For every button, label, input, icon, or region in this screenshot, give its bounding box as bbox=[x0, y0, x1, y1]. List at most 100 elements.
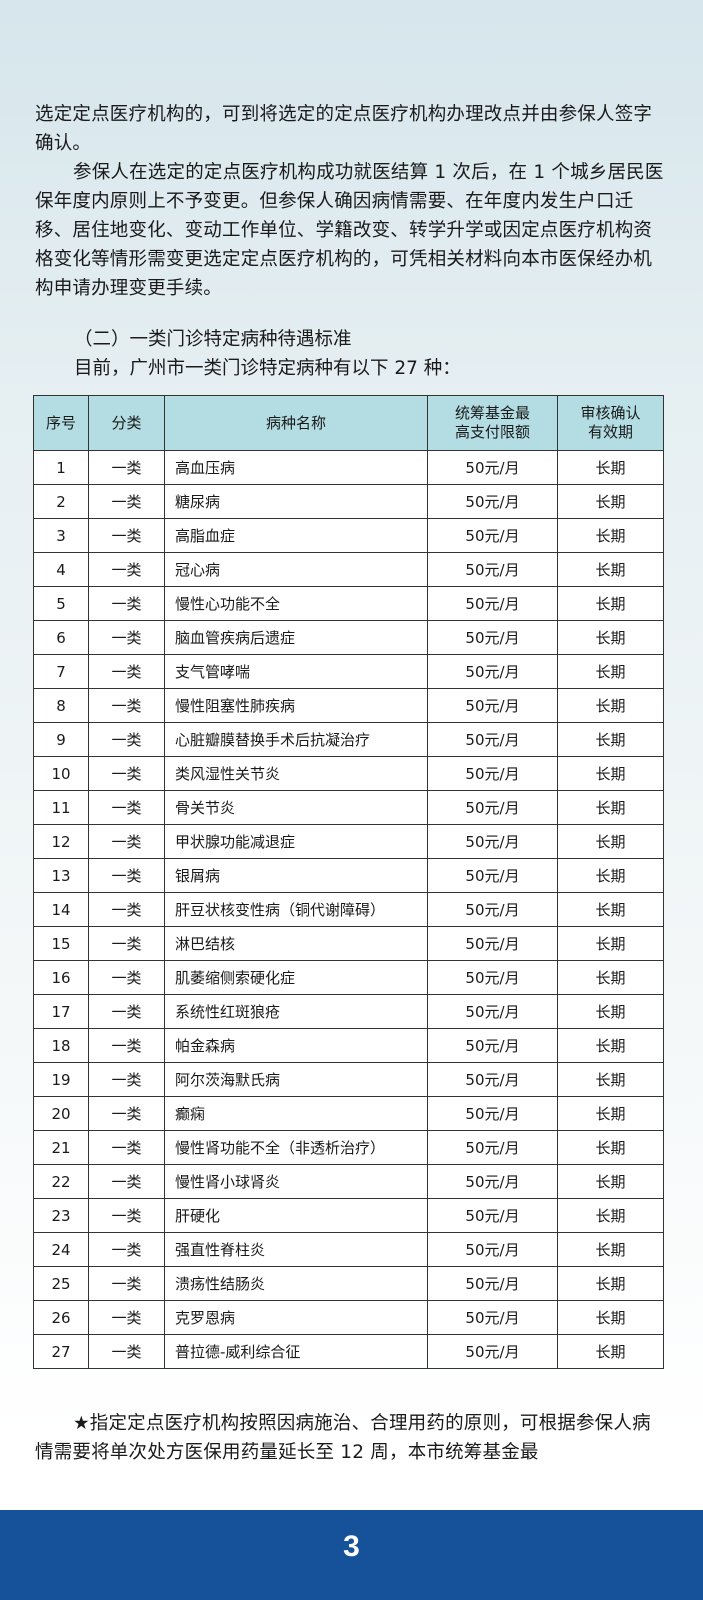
table-row: 18 一类 帕金森病 50元/月 长期 bbox=[33, 1028, 664, 1063]
cell-index: 26 bbox=[33, 1300, 89, 1335]
cell-index: 12 bbox=[33, 824, 89, 859]
cell-disease-name: 阿尔茨海默氏病 bbox=[164, 1062, 428, 1097]
cell-index: 16 bbox=[33, 960, 89, 995]
header-col-disease-name: 病种名称 bbox=[164, 395, 428, 451]
cell-validity: 长期 bbox=[557, 960, 664, 995]
cell-payment-limit: 50元/月 bbox=[427, 654, 558, 689]
cell-category: 一类 bbox=[88, 1164, 165, 1199]
cell-index: 24 bbox=[33, 1232, 89, 1267]
cell-validity: 长期 bbox=[557, 926, 664, 961]
table-row: 14 一类 肝豆状核变性病（铜代谢障碍） 50元/月 长期 bbox=[33, 892, 664, 927]
cell-validity: 长期 bbox=[557, 858, 664, 893]
cell-index: 2 bbox=[33, 484, 89, 519]
cell-category: 一类 bbox=[88, 1096, 165, 1131]
cell-validity: 长期 bbox=[557, 654, 664, 689]
footer-bar bbox=[0, 1510, 703, 1600]
cell-validity: 长期 bbox=[557, 1096, 664, 1131]
cell-payment-limit: 50元/月 bbox=[427, 926, 558, 961]
cell-payment-limit: 50元/月 bbox=[427, 518, 558, 553]
table-row: 27 一类 普拉德-威利综合征 50元/月 长期 bbox=[33, 1334, 664, 1369]
cell-payment-limit: 50元/月 bbox=[427, 824, 558, 859]
cell-payment-limit: 50元/月 bbox=[427, 620, 558, 655]
cell-category: 一类 bbox=[88, 790, 165, 825]
cell-payment-limit: 50元/月 bbox=[427, 688, 558, 723]
cell-category: 一类 bbox=[88, 858, 165, 893]
cell-disease-name: 肝豆状核变性病（铜代谢障碍） bbox=[164, 892, 428, 927]
table-row: 26 一类 克罗恩病 50元/月 长期 bbox=[33, 1300, 664, 1335]
cell-disease-name: 骨关节炎 bbox=[164, 790, 428, 825]
cell-payment-limit: 50元/月 bbox=[427, 892, 558, 927]
cell-index: 20 bbox=[33, 1096, 89, 1131]
cell-validity: 长期 bbox=[557, 756, 664, 791]
cell-payment-limit: 50元/月 bbox=[427, 756, 558, 791]
table-row: 21 一类 慢性肾功能不全（非透析治疗） 50元/月 长期 bbox=[33, 1130, 664, 1165]
cell-validity: 长期 bbox=[557, 1130, 664, 1165]
cell-validity: 长期 bbox=[557, 824, 664, 859]
cell-validity: 长期 bbox=[557, 688, 664, 723]
table-row: 13 一类 银屑病 50元/月 长期 bbox=[33, 858, 664, 893]
cell-validity: 长期 bbox=[557, 1028, 664, 1063]
section-heading: （二）一类门诊特定病种待遇标准 bbox=[74, 329, 352, 350]
cell-index: 6 bbox=[33, 620, 89, 655]
cell-index: 25 bbox=[33, 1266, 89, 1301]
cell-category: 一类 bbox=[88, 1266, 165, 1301]
cell-payment-limit: 50元/月 bbox=[427, 1266, 558, 1301]
cell-index: 8 bbox=[33, 688, 89, 723]
cell-index: 4 bbox=[33, 552, 89, 587]
cell-disease-name: 甲状腺功能减退症 bbox=[164, 824, 428, 859]
section-intro: 目前，广州市一类门诊特定病种有以下 27 种： bbox=[74, 358, 461, 379]
cell-category: 一类 bbox=[88, 824, 165, 859]
cell-category: 一类 bbox=[88, 1062, 165, 1097]
cell-validity: 长期 bbox=[557, 790, 664, 825]
table-row: 5 一类 慢性心功能不全 50元/月 长期 bbox=[33, 586, 664, 621]
cell-category: 一类 bbox=[88, 552, 165, 587]
cell-disease-name: 冠心病 bbox=[164, 552, 428, 587]
cell-payment-limit: 50元/月 bbox=[427, 552, 558, 587]
disease-table: 序号 分类 病种名称 统筹基金最高支付限额 审核确认有效期 1 一类 高血压病 50元/月 长期… bbox=[33, 395, 664, 1369]
cell-disease-name: 系统性红斑狼疮 bbox=[164, 994, 428, 1029]
cell-disease-name: 普拉德-威利综合征 bbox=[164, 1334, 428, 1369]
cell-payment-limit: 50元/月 bbox=[427, 722, 558, 757]
cell-disease-name: 癫痫 bbox=[164, 1096, 428, 1131]
cell-category: 一类 bbox=[88, 756, 165, 791]
table-row: 3 一类 高脂血症 50元/月 长期 bbox=[33, 518, 664, 553]
cell-payment-limit: 50元/月 bbox=[427, 450, 558, 485]
page-number: 3 bbox=[343, 1530, 360, 1563]
cell-validity: 长期 bbox=[557, 1232, 664, 1267]
cell-validity: 长期 bbox=[557, 1334, 664, 1369]
table-row: 10 一类 类风湿性关节炎 50元/月 长期 bbox=[33, 756, 664, 791]
table-row: 7 一类 支气管哮喘 50元/月 长期 bbox=[33, 654, 664, 689]
cell-payment-limit: 50元/月 bbox=[427, 960, 558, 995]
cell-index: 27 bbox=[33, 1334, 89, 1369]
header-col-payment-limit: 统筹基金最高支付限额 bbox=[427, 395, 558, 451]
cell-index: 15 bbox=[33, 926, 89, 961]
cell-index: 1 bbox=[33, 450, 89, 485]
cell-payment-limit: 50元/月 bbox=[427, 484, 558, 519]
cell-payment-limit: 50元/月 bbox=[427, 1130, 558, 1165]
cell-payment-limit: 50元/月 bbox=[427, 1334, 558, 1369]
table-row: 17 一类 系统性红斑狼疮 50元/月 长期 bbox=[33, 994, 664, 1029]
cell-category: 一类 bbox=[88, 484, 165, 519]
cell-disease-name: 脑血管疾病后遗症 bbox=[164, 620, 428, 655]
cell-index: 3 bbox=[33, 518, 89, 553]
cell-category: 一类 bbox=[88, 620, 165, 655]
cell-disease-name: 溃疡性结肠炎 bbox=[164, 1266, 428, 1301]
table-row: 12 一类 甲状腺功能减退症 50元/月 长期 bbox=[33, 824, 664, 859]
table-row: 19 一类 阿尔茨海默氏病 50元/月 长期 bbox=[33, 1062, 664, 1097]
cell-index: 5 bbox=[33, 586, 89, 621]
cell-payment-limit: 50元/月 bbox=[427, 790, 558, 825]
cell-disease-name: 帕金森病 bbox=[164, 1028, 428, 1063]
cell-payment-limit: 50元/月 bbox=[427, 1028, 558, 1063]
cell-disease-name: 慢性肾小球肾炎 bbox=[164, 1164, 428, 1199]
cell-index: 23 bbox=[33, 1198, 89, 1233]
cell-disease-name: 高脂血症 bbox=[164, 518, 428, 553]
cell-disease-name: 淋巴结核 bbox=[164, 926, 428, 961]
cell-payment-limit: 50元/月 bbox=[427, 858, 558, 893]
table-row: 16 一类 肌萎缩侧索硬化症 50元/月 长期 bbox=[33, 960, 664, 995]
table-row: 8 一类 慢性阻塞性肺疾病 50元/月 长期 bbox=[33, 688, 664, 723]
cell-category: 一类 bbox=[88, 1334, 165, 1369]
cell-category: 一类 bbox=[88, 994, 165, 1029]
cell-index: 9 bbox=[33, 722, 89, 757]
table-row: 9 一类 心脏瓣膜替换手术后抗凝治疗 50元/月 长期 bbox=[33, 722, 664, 757]
cell-index: 10 bbox=[33, 756, 89, 791]
